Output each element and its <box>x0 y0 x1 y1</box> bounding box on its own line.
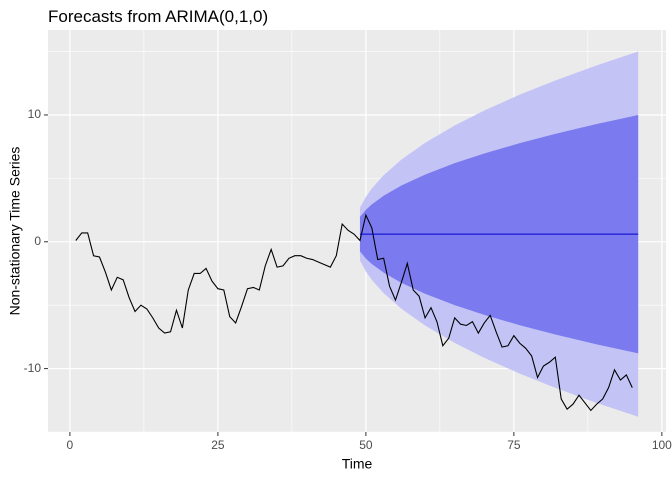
x-tick-label: 75 <box>507 438 521 452</box>
x-tick-label: 0 <box>67 438 74 452</box>
series-line <box>75 213 633 412</box>
y-axis-title: Non-stationary Time Series <box>7 147 23 316</box>
chart-title: Forecasts from ARIMA(0,1,0) <box>48 7 268 26</box>
x-tick-label: 100 <box>652 438 672 452</box>
x-axis-title: Time <box>342 456 373 472</box>
y-tick-label: 0 <box>34 234 41 248</box>
marks <box>75 51 639 417</box>
x-tick-label: 50 <box>359 438 373 452</box>
x-tick-label: 25 <box>211 438 225 452</box>
y-tick-label: -10 <box>24 361 42 375</box>
y-tick-label: 10 <box>28 107 42 121</box>
